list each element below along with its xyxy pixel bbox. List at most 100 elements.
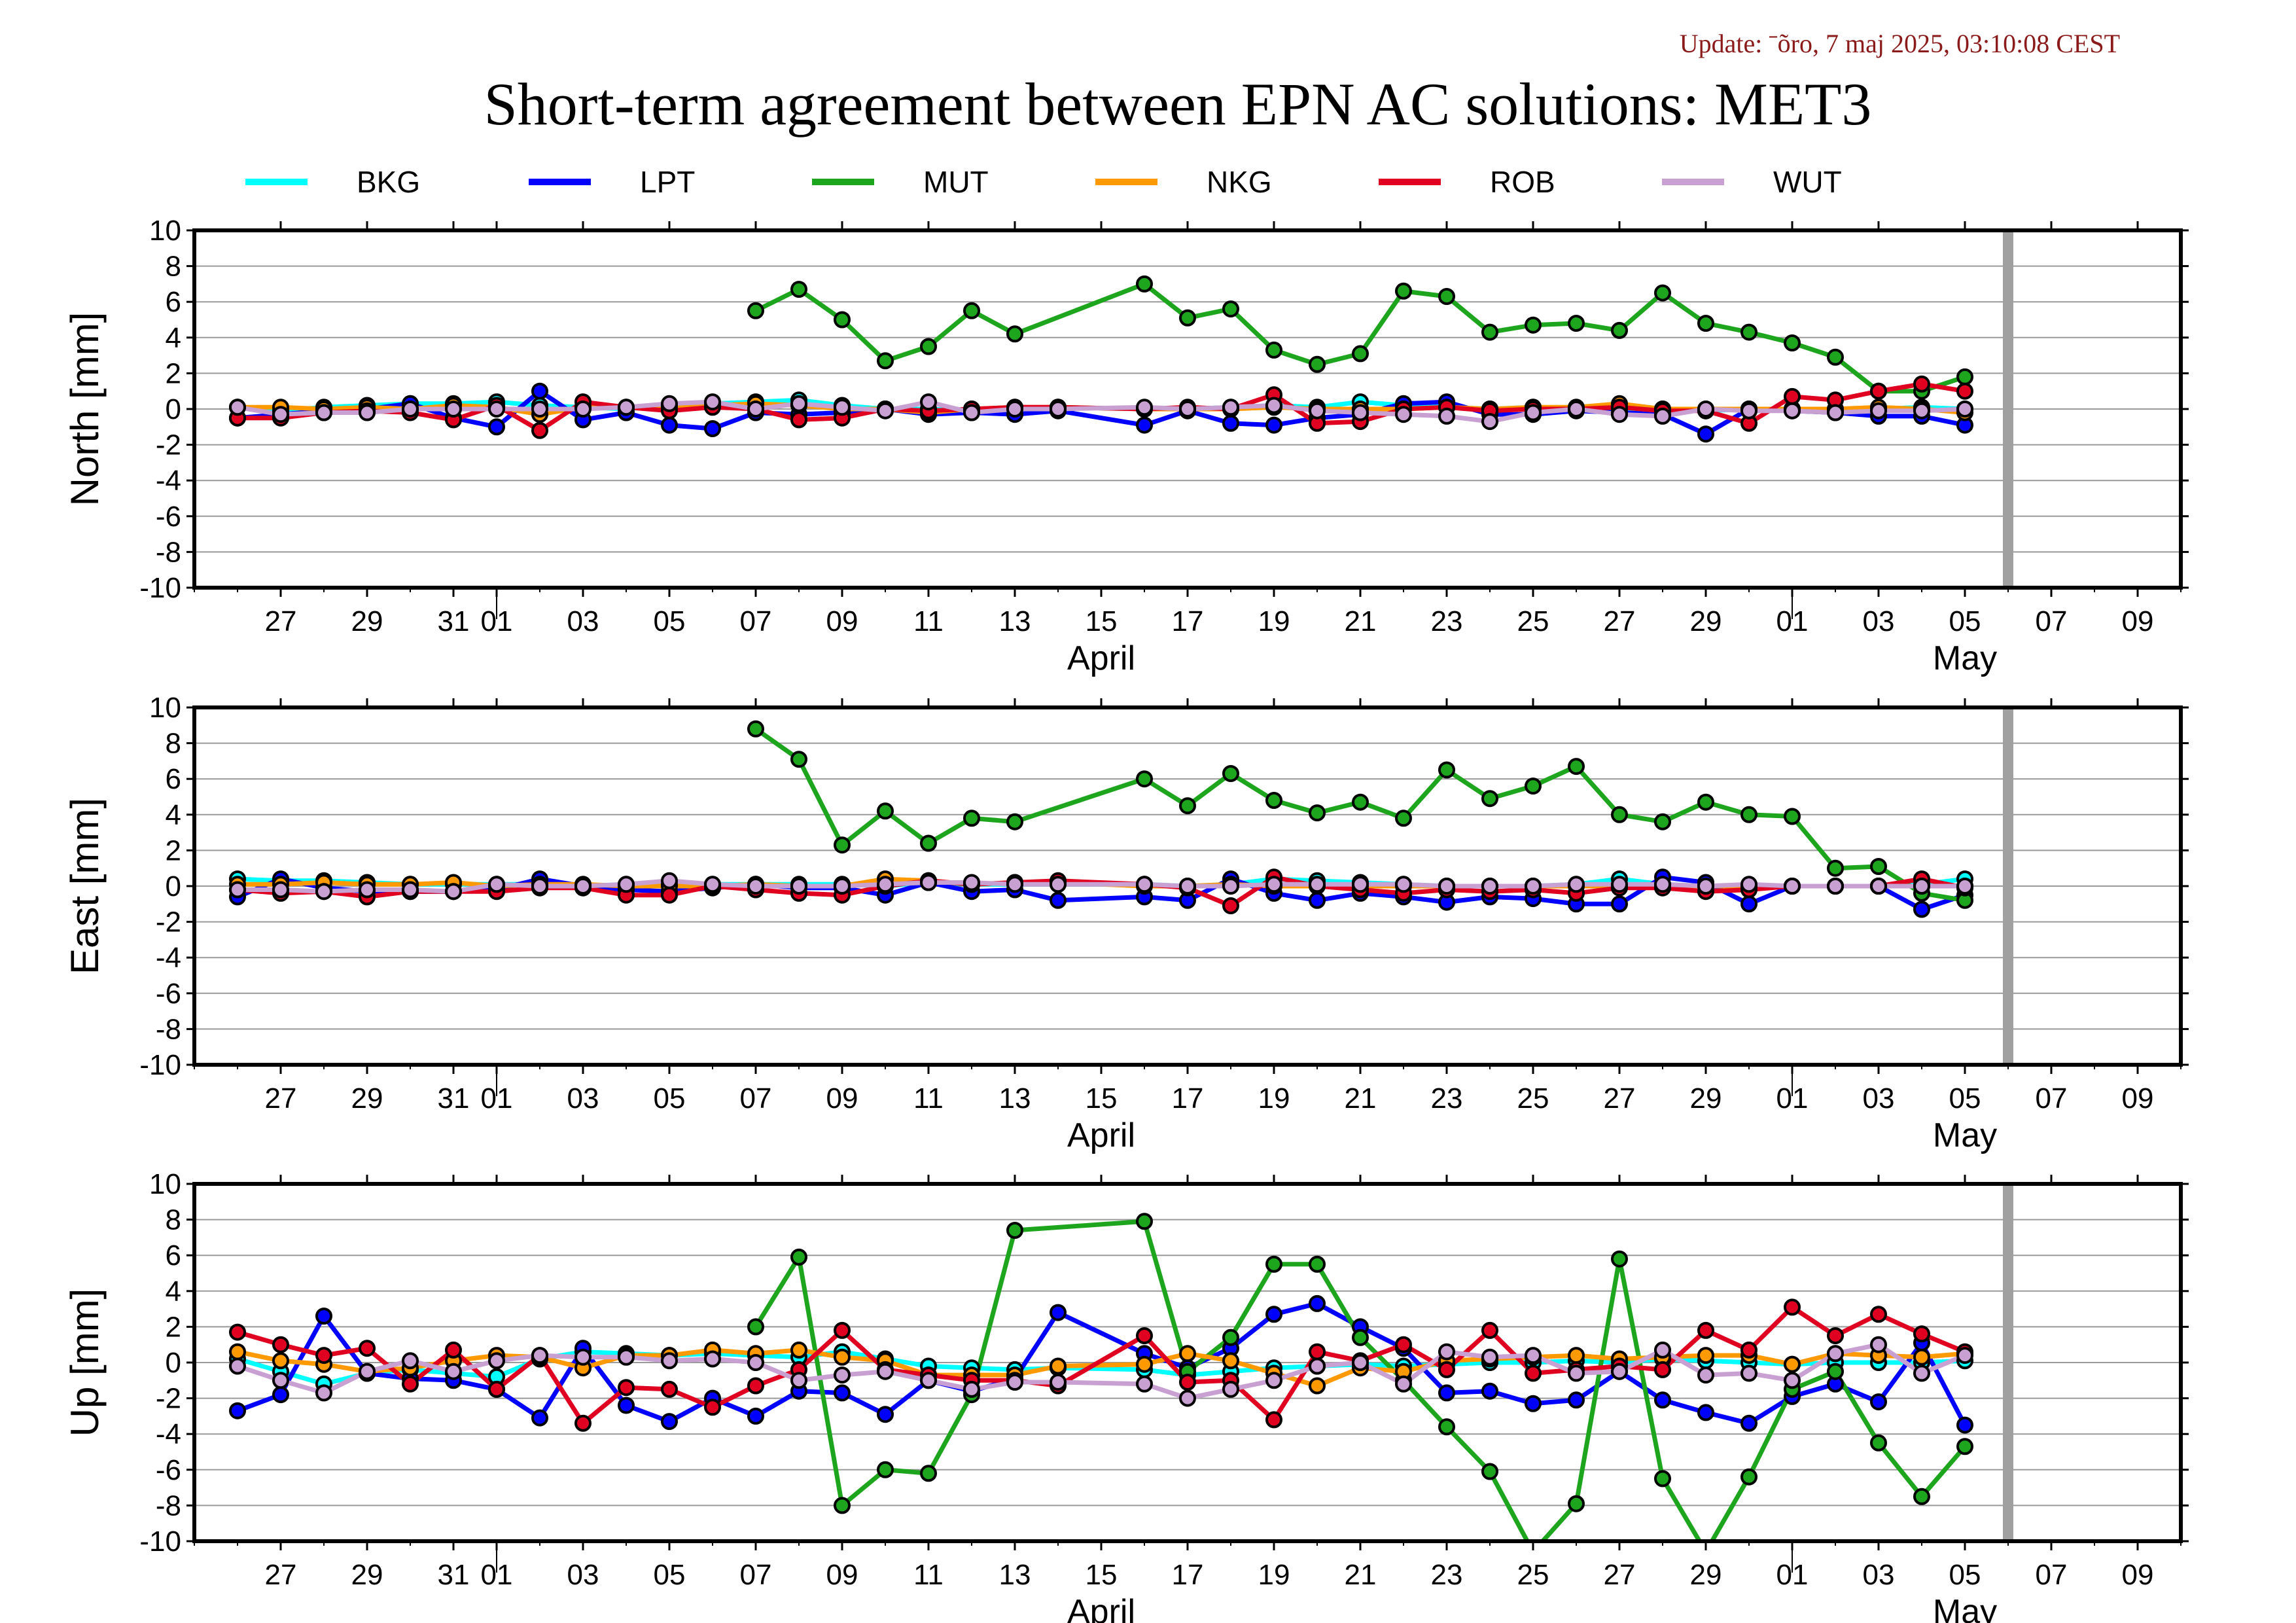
xtick-label: 27	[265, 1559, 297, 1591]
data-point-wut	[445, 1363, 462, 1380]
ytick-label: 2	[166, 1311, 181, 1343]
data-point-wut	[1697, 401, 1714, 418]
data-point-mut	[1654, 813, 1671, 830]
ytick-label: 4	[166, 799, 181, 831]
ytick-label: 6	[166, 763, 181, 795]
data-point-wut	[1611, 876, 1628, 893]
data-point-mut	[1827, 1363, 1844, 1380]
data-point-nkg	[1784, 1355, 1801, 1373]
xtick-label: 15	[1086, 1082, 1118, 1115]
xtick-label: 29	[1690, 1082, 1722, 1115]
data-point-rob	[1913, 375, 1930, 393]
ytick-label: 4	[166, 322, 181, 354]
data-point-nkg	[229, 1343, 246, 1361]
data-point-nkg	[1136, 1355, 1153, 1373]
data-point-wut	[1222, 878, 1239, 895]
data-point-mut	[1438, 1418, 1455, 1436]
data-point-wut	[1956, 1347, 1973, 1364]
data-point-mut	[790, 1248, 807, 1266]
data-point-lpt	[877, 1406, 894, 1423]
xtick-label: 13	[999, 605, 1031, 637]
data-point-rob	[1395, 1336, 1412, 1353]
data-point-lpt	[618, 1397, 635, 1414]
data-point-lpt	[1525, 1395, 1542, 1412]
data-point-rob	[1222, 897, 1239, 914]
data-point-mut	[1697, 793, 1714, 811]
data-point-mut	[1309, 1255, 1326, 1273]
ytick-label: -2	[156, 906, 181, 938]
xtick-label: 03	[1863, 1082, 1895, 1115]
today-marker	[2003, 230, 2013, 588]
data-point-mut	[1568, 1495, 1585, 1512]
data-point-mut	[1179, 309, 1196, 327]
ytick-label: 8	[166, 251, 181, 283]
data-point-wut	[1956, 878, 1973, 895]
data-point-wut	[1870, 878, 1887, 895]
data-point-wut	[402, 881, 419, 899]
data-point-mut	[1956, 368, 1973, 385]
xtick-label: 09	[2122, 605, 2154, 637]
data-point-rob	[1913, 1325, 1930, 1343]
series-line-wut	[237, 399, 1966, 424]
data-point-mut	[1222, 1329, 1239, 1346]
data-point-wut	[488, 1352, 505, 1370]
legend-label-mut: MUT	[923, 165, 989, 199]
data-point-wut	[1870, 402, 1887, 419]
data-point-nkg	[834, 1348, 851, 1366]
xtick-label: 07	[740, 1559, 772, 1591]
data-point-nkg	[790, 1341, 807, 1359]
data-point-wut	[272, 1372, 289, 1389]
data-point-mut	[790, 281, 807, 298]
data-point-mut	[1265, 341, 1282, 359]
data-point-wut	[1568, 1364, 1585, 1382]
data-point-wut	[1438, 878, 1455, 895]
data-point-lpt	[1265, 416, 1282, 434]
data-point-wut	[1740, 1364, 1757, 1382]
ytick-label: -2	[156, 429, 181, 461]
plot-frame-east	[192, 705, 2183, 1067]
data-point-wut	[272, 406, 289, 423]
data-point-wut	[1050, 1374, 1067, 1391]
data-point-mut	[963, 810, 980, 827]
data-point-rob	[1481, 1321, 1498, 1339]
data-point-mut	[1309, 804, 1326, 822]
data-point-wut	[1136, 1375, 1153, 1393]
data-point-lpt	[1568, 1391, 1585, 1409]
month-label-april: April	[1067, 1116, 1135, 1154]
data-point-mut	[1265, 1255, 1282, 1273]
data-point-wut	[920, 393, 937, 411]
data-point-rob	[661, 1380, 678, 1398]
ytick-label: -2	[156, 1383, 181, 1415]
xtick-label: 19	[1258, 1559, 1290, 1591]
ytick-label: 10	[149, 1168, 181, 1200]
data-point-lpt	[315, 1308, 332, 1325]
ytick-label: -10	[139, 572, 181, 604]
xtick-label: 27	[1604, 605, 1636, 637]
data-point-wut	[1870, 1336, 1887, 1353]
data-point-mut	[1222, 765, 1239, 782]
data-point-mut	[747, 1318, 764, 1336]
data-point-rob	[1136, 1327, 1153, 1344]
data-point-rob	[1654, 1361, 1671, 1378]
data-point-wut	[1006, 401, 1023, 418]
data-point-nkg	[1697, 1347, 1714, 1364]
ytick-label: 8	[166, 728, 181, 760]
chart-title: Short-term agreement between EPN AC solu…	[484, 71, 1872, 137]
data-point-wut	[1438, 1343, 1455, 1361]
data-point-wut	[920, 1372, 937, 1389]
data-point-mut	[1611, 806, 1628, 823]
xtick-label: 05	[1949, 1559, 1981, 1591]
ytick-label: 0	[166, 870, 181, 902]
data-point-wut	[834, 1366, 851, 1384]
data-point-wut	[1525, 878, 1542, 895]
data-point-mut	[1438, 761, 1455, 779]
series-line-lpt	[236, 1301, 1968, 1427]
data-point-wut	[229, 881, 246, 899]
data-point-wut	[1697, 878, 1714, 895]
data-point-wut	[1611, 1363, 1628, 1380]
series-line-rob	[237, 1304, 1966, 1426]
